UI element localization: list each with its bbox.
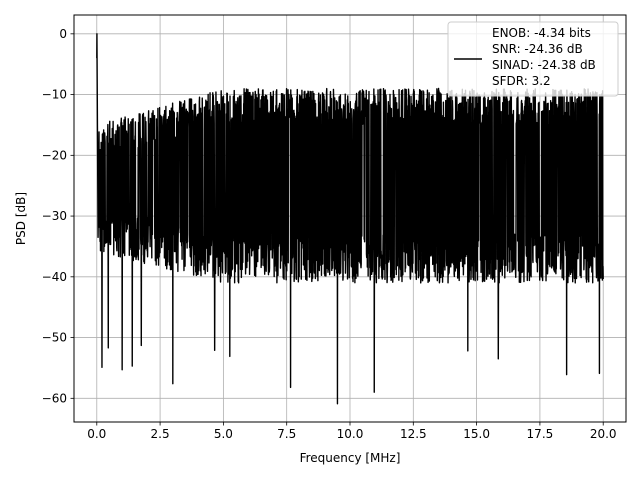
axis-ticks: 0.0 2.5 5.0 7.5 10.0 12.5 15.0 17.5 20.0 0 −10 −20 −… xyxy=(42,27,617,441)
y-tick-label: −50 xyxy=(42,331,67,345)
legend-sfdr: SFDR: 3.2 xyxy=(492,74,551,88)
x-tick-label: 15.0 xyxy=(463,427,490,441)
x-tick-label: 12.5 xyxy=(400,427,427,441)
y-tick-label: 0 xyxy=(59,27,67,41)
y-axis-label: PSD [dB] xyxy=(14,192,28,245)
x-axis-label: Frequency [MHz] xyxy=(300,451,401,465)
x-tick-label: 2.5 xyxy=(151,427,170,441)
x-tick-label: 7.5 xyxy=(277,427,296,441)
x-tick-label: 17.5 xyxy=(527,427,554,441)
psd-trace xyxy=(96,33,604,405)
y-tick-label: −40 xyxy=(42,270,67,284)
legend-snr: SNR: -24.36 dB xyxy=(492,42,583,56)
y-tick-label: −60 xyxy=(42,391,67,405)
legend-sinad: SINAD: -24.38 dB xyxy=(492,58,596,72)
x-tick-label: 20.0 xyxy=(590,427,617,441)
legend-box xyxy=(447,21,619,97)
y-tick-label: −10 xyxy=(42,88,67,102)
x-tick-label: 10.0 xyxy=(337,427,364,441)
legend: ENOB: -4.34 bits SNR: -24.36 dB SINAD: -… xyxy=(447,21,619,97)
y-tick-label: −20 xyxy=(42,148,67,162)
y-tick-label: −30 xyxy=(42,209,67,223)
x-tick-label: 0.0 xyxy=(87,427,106,441)
x-tick-label: 5.0 xyxy=(214,427,233,441)
psd-series xyxy=(96,33,604,405)
legend-enob: ENOB: -4.34 bits xyxy=(492,26,591,40)
